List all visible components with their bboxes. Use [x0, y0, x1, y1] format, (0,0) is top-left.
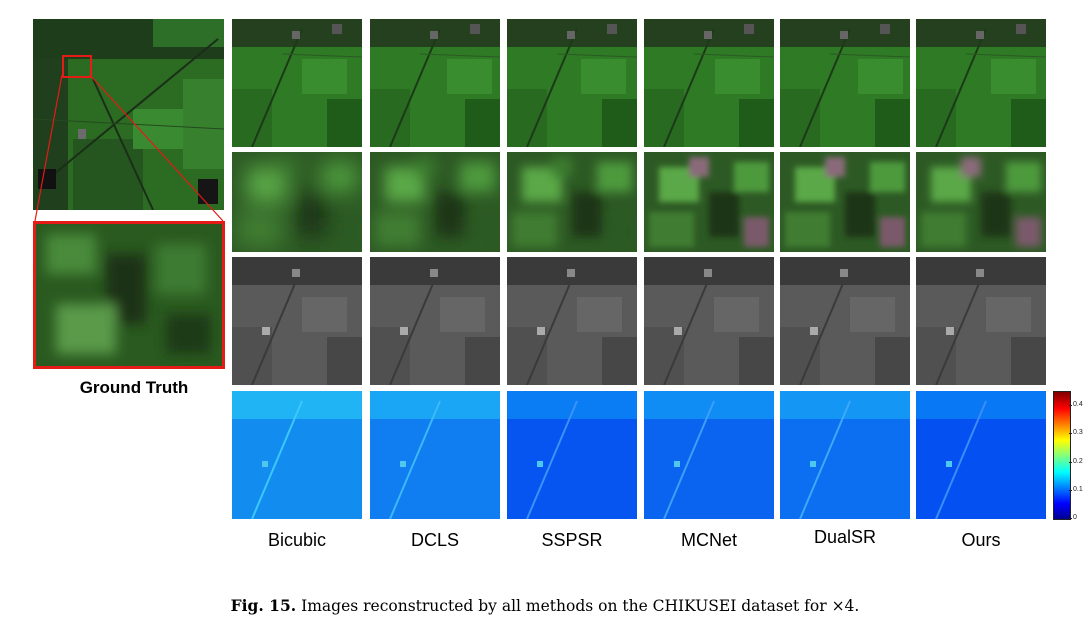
tile-rgb-ours	[916, 19, 1046, 147]
colorbar-tick-label: 0	[1073, 514, 1077, 521]
ground-truth-label: Ground Truth	[79, 378, 189, 397]
error-colorbar	[1053, 391, 1071, 520]
tile-error-mcnet	[644, 391, 774, 519]
method-label-dualsr: DualSR	[813, 527, 877, 547]
tile-rgb-sspsr	[507, 19, 637, 147]
method-label-mcnet: MCNet	[680, 530, 737, 550]
tile-zoom-sspsr	[507, 152, 637, 252]
colorbar-tick-mark	[1069, 433, 1072, 435]
colorbar-tick-mark	[1069, 405, 1072, 407]
tile-band-dcls	[370, 257, 500, 385]
tile-rgb-mcnet	[644, 19, 774, 147]
method-label-dcls: DCLS	[410, 530, 459, 550]
tile-zoom-dcls	[370, 152, 500, 252]
caption-prefix: Fig. 15.	[230, 596, 297, 615]
zoom-region-box	[62, 55, 92, 78]
colorbar-tick-label: 0.2	[1073, 457, 1083, 465]
colorbar-tick-label: 0.3	[1073, 429, 1083, 437]
tile-band-bicubic	[232, 257, 362, 385]
caption-text: Images reconstructed by all methods on t…	[301, 597, 860, 615]
tile-error-ours	[916, 391, 1046, 519]
colorbar-tick-label: 0.4	[1073, 401, 1083, 409]
method-label-bicubic: Bicubic	[267, 530, 327, 550]
tile-band-sspsr	[507, 257, 637, 385]
tile-rgb-dcls	[370, 19, 500, 147]
colorbar-tick-mark	[1069, 461, 1072, 463]
tile-error-sspsr	[507, 391, 637, 519]
colorbar-tick-mark	[1069, 518, 1072, 519]
ground-truth-zoom	[33, 221, 225, 369]
colorbar-tick-label: 0.1	[1073, 485, 1083, 493]
ground-truth-image	[33, 19, 224, 210]
method-label-sspsr: SSPSR	[541, 530, 603, 550]
method-label-ours: Ours	[961, 530, 1001, 550]
tile-rgb-dualsr	[780, 19, 910, 147]
tile-zoom-ours	[916, 152, 1046, 252]
tile-band-dualsr	[780, 257, 910, 385]
tile-rgb-bicubic	[232, 19, 362, 147]
tile-band-mcnet	[644, 257, 774, 385]
tile-zoom-dualsr	[780, 152, 910, 252]
tile-error-dcls	[370, 391, 500, 519]
tile-band-ours	[916, 257, 1046, 385]
tile-zoom-bicubic	[232, 152, 362, 252]
colorbar-tick-mark	[1069, 489, 1072, 491]
tile-error-dualsr	[780, 391, 910, 519]
tile-zoom-mcnet	[644, 152, 774, 252]
tile-error-bicubic	[232, 391, 362, 519]
figure-caption: Fig. 15. Images reconstructed by all met…	[0, 596, 1090, 615]
